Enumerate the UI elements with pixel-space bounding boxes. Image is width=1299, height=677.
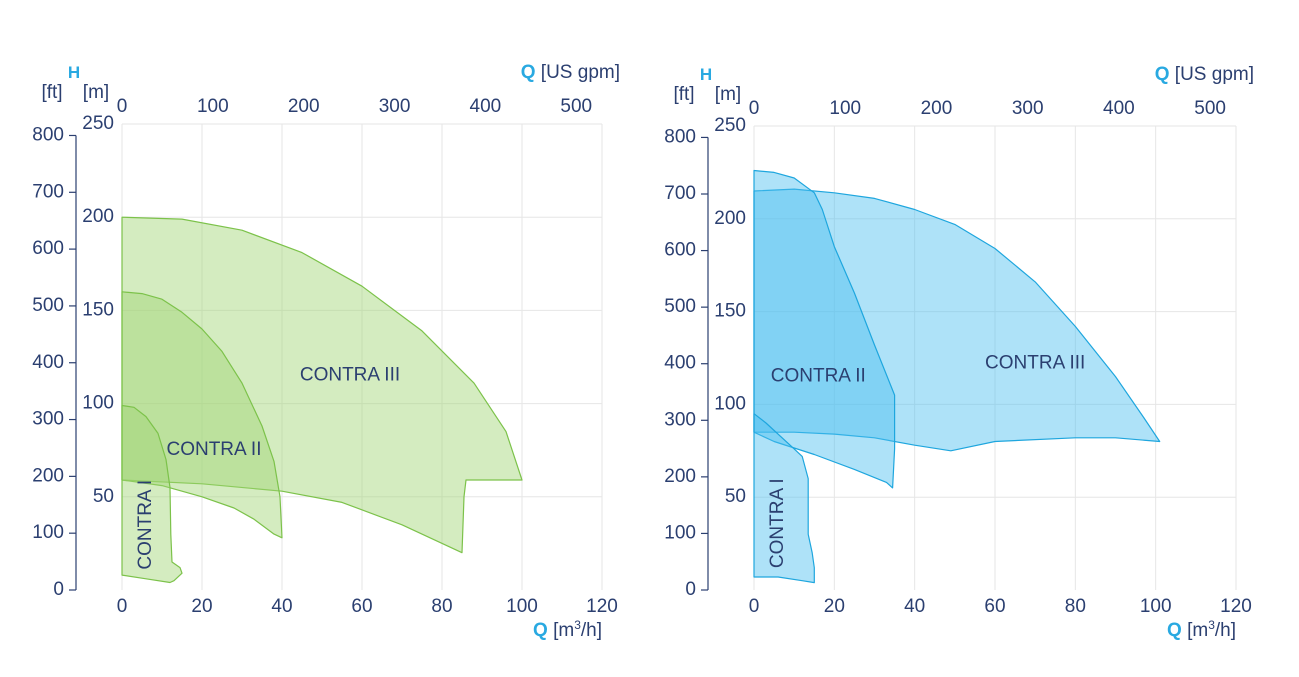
h-axis-letter: H — [68, 63, 80, 82]
x-tick-label: 100 — [506, 596, 538, 617]
x-tick-label: 80 — [1065, 596, 1086, 617]
x-tick-label: 0 — [749, 596, 760, 617]
top-tick-label: 200 — [921, 98, 953, 119]
x-tick-label: 80 — [431, 596, 452, 617]
m-tick-label: 250 — [82, 113, 114, 134]
ft-tick-label: 200 — [32, 465, 64, 486]
m-tick-label: 100 — [714, 393, 746, 414]
m-tick-label: 200 — [82, 206, 114, 227]
m-tick-label: 200 — [714, 208, 746, 229]
top-axis-unit: Q [US gpm] — [1155, 64, 1254, 85]
m-tick-label: 150 — [82, 299, 114, 320]
top-tick-label: 400 — [1103, 98, 1135, 119]
ft-tick-label: 800 — [664, 126, 696, 147]
region-label-contra-iii: CONTRA III — [985, 353, 1085, 374]
m-unit-label: [m] — [83, 82, 109, 103]
bottom-axis-unit: Q [m3/h] — [1167, 618, 1236, 641]
top-tick-label: 0 — [117, 96, 128, 117]
top-tick-label: 300 — [1012, 98, 1044, 119]
ft-tick-label: 800 — [32, 124, 64, 145]
region-label-contra-i: CONTRA I — [135, 480, 156, 570]
x-tick-label: 100 — [1140, 596, 1172, 617]
ft-unit-label: [ft] — [41, 82, 62, 103]
ft-tick-label: 400 — [664, 353, 696, 374]
x-tick-label: 20 — [191, 596, 212, 617]
ft-tick-label: 100 — [664, 522, 696, 543]
top-tick-label: 500 — [1194, 98, 1226, 119]
ft-tick-label: 600 — [32, 238, 64, 259]
ft-tick-label: 400 — [32, 352, 64, 373]
ft-tick-label: 600 — [664, 240, 696, 261]
x-tick-label: 60 — [351, 596, 372, 617]
region-label-contra-iii: CONTRA III — [300, 365, 400, 386]
top-tick-label: 100 — [197, 96, 229, 117]
ft-tick-label: 300 — [664, 409, 696, 430]
x-tick-label: 0 — [117, 596, 128, 617]
ft-tick-label: 200 — [664, 466, 696, 487]
x-tick-label: 120 — [586, 596, 618, 617]
ft-tick-label: 100 — [32, 522, 64, 543]
m-unit-label: [m] — [715, 84, 741, 105]
region-contra-ii — [753, 169, 896, 489]
ft-tick-label: 0 — [53, 579, 64, 600]
m-tick-label: 100 — [82, 393, 114, 414]
x-tick-label: 60 — [984, 596, 1005, 617]
top-tick-label: 200 — [288, 96, 320, 117]
x-tick-label: 40 — [904, 596, 925, 617]
region-contra-iii — [121, 216, 523, 554]
top-axis-unit: Q [US gpm] — [521, 62, 620, 83]
top-tick-label: 400 — [470, 96, 502, 117]
bottom-axis-unit: Q [m3/h] — [533, 618, 602, 641]
top-tick-label: 100 — [829, 98, 861, 119]
ft-tick-label: 500 — [32, 295, 64, 316]
region-contra-i — [753, 413, 815, 584]
h-axis-letter: H — [700, 65, 712, 84]
region-label-contra-ii: CONTRA II — [166, 439, 261, 460]
region-label-contra-i: CONTRA I — [767, 478, 788, 568]
region-contra-iii — [753, 188, 1161, 452]
x-tick-label: 20 — [824, 596, 845, 617]
region-label-contra-ii: CONTRA II — [771, 366, 866, 387]
m-tick-label: 50 — [93, 486, 114, 507]
m-tick-label: 150 — [714, 301, 746, 322]
ft-tick-label: 700 — [32, 181, 64, 202]
top-tick-label: 500 — [560, 96, 592, 117]
ft-tick-label: 700 — [664, 183, 696, 204]
ft-tick-label: 300 — [32, 409, 64, 430]
ft-tick-label: 0 — [685, 579, 696, 600]
x-tick-label: 40 — [271, 596, 292, 617]
x-tick-label: 120 — [1220, 596, 1252, 617]
m-tick-label: 50 — [725, 486, 746, 507]
top-tick-label: 300 — [379, 96, 411, 117]
m-tick-label: 250 — [714, 115, 746, 136]
region-contra-ii — [121, 291, 283, 539]
top-tick-label: 0 — [749, 98, 760, 119]
ft-unit-label: [ft] — [673, 84, 694, 105]
region-contra-i — [121, 404, 183, 584]
ft-tick-label: 500 — [664, 296, 696, 317]
